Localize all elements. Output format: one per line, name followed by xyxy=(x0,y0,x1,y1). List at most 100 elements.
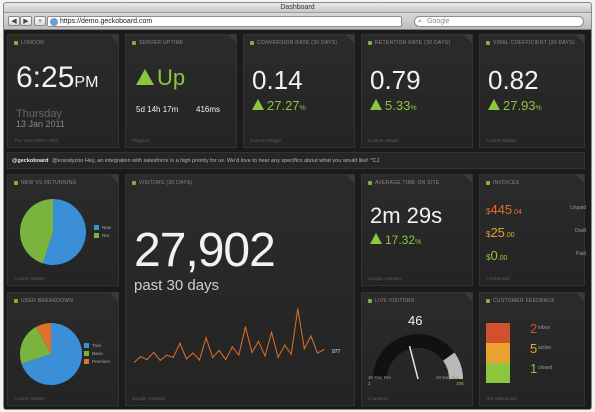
feedback-bar-closed xyxy=(486,362,510,383)
feedback-count-closed: 1 xyxy=(530,361,538,376)
visitors-point xyxy=(146,359,148,361)
visitors-point xyxy=(257,340,260,343)
globe-icon xyxy=(50,18,58,26)
visitors-point xyxy=(316,352,319,354)
visitors-point xyxy=(212,356,214,359)
feedback-count-active: 5 xyxy=(530,341,538,356)
clock-day: Thursday xyxy=(16,108,62,120)
retention-change: 5.33% xyxy=(370,98,417,113)
visitors-point xyxy=(185,358,188,360)
widget-title: Server Uptime xyxy=(132,40,184,46)
visitors-point xyxy=(284,344,286,346)
avg-time-value: 2m 29s xyxy=(370,203,443,228)
invoice-row-draft: $25.00 Draft xyxy=(486,225,586,240)
visitors-point xyxy=(231,346,233,348)
gauge-high-band xyxy=(442,352,463,380)
visitors-point xyxy=(297,308,299,310)
widget-footer: Pingdom xyxy=(132,138,150,143)
uptime-status: Up xyxy=(136,65,185,91)
live-visitors-widget: Live Visitors 46 30-Day Min 30-Day Max 2… xyxy=(361,292,473,406)
feedback-stacked-bar xyxy=(486,323,510,383)
visitors-point xyxy=(251,351,253,353)
legend-item-basic: Basic xyxy=(84,351,103,357)
viral-coefficient-widget: Viral Coefficient (30 days) 0.82 27.93% … xyxy=(479,34,585,148)
invoice-row-unpaid: $445.04 Unpaid xyxy=(486,202,586,217)
clock-widget: London 6:25PM Thursday 13 Jan 2011 The T… xyxy=(7,34,119,148)
legend-item-trial: Trial xyxy=(84,343,101,349)
window-title: Dashboard xyxy=(4,3,591,13)
widget-title: Live Visitors xyxy=(368,298,414,304)
user-breakdown-slice-trial xyxy=(21,323,82,385)
conversion-rate-widget: Conversion Rate (30 days) 0.14 27.27% Cu… xyxy=(243,34,355,148)
twitter-ticker: @geckoboard @erandyzoo Hey, an integrati… xyxy=(7,152,585,169)
feedback-count-inbox: 2 xyxy=(530,321,538,336)
visitors-point xyxy=(172,356,174,359)
visitors-point xyxy=(179,342,181,344)
visitors-point xyxy=(310,335,312,337)
clock-time: 6:25PM xyxy=(16,61,99,94)
legend-item-premium: Premium xyxy=(84,359,110,365)
visitors-widget: Visitors (30 days) 27,902 past 30 days 9… xyxy=(125,174,355,406)
visitors-point xyxy=(139,356,142,358)
gauge-min-value: 2 xyxy=(368,381,371,386)
visitors-point xyxy=(192,352,194,354)
visitors-subtitle: past 30 days xyxy=(134,277,220,294)
feedback-label-inbox: inbox xyxy=(538,325,550,331)
feedback-bar-inbox xyxy=(486,323,510,343)
widget-footer: Chartbeat xyxy=(368,396,388,401)
user-breakdown-slice-premium xyxy=(36,323,51,354)
up-arrow-icon xyxy=(488,99,500,110)
visitors-point xyxy=(290,353,292,355)
avg-time-change: 17.32% xyxy=(370,233,421,247)
feedback-label-closed: closed xyxy=(538,365,553,371)
visitors-point xyxy=(270,331,273,333)
widget-footer: Google Analytics xyxy=(132,396,166,401)
conversion-value: 0.14 xyxy=(252,65,303,95)
conversion-change: 27.27% xyxy=(252,98,306,113)
live-visitors-value: 46 xyxy=(408,313,423,328)
user-breakdown-slice-basic xyxy=(19,326,51,364)
visitors-last-value: 977 xyxy=(332,349,341,355)
address-bar[interactable]: https://demo.geckoboard.com ↻ xyxy=(47,16,441,27)
back-button[interactable]: ◀ xyxy=(8,16,20,26)
add-bookmark-button[interactable]: + xyxy=(34,16,46,26)
new-returning-pie-chart xyxy=(19,199,86,265)
invoice-row-paid: $0.00 Paid xyxy=(486,248,586,263)
forward-button[interactable]: ▶ xyxy=(20,16,32,26)
visitors-point xyxy=(153,351,155,353)
search-placeholder: Google xyxy=(427,18,450,25)
ticker-handle[interactable]: @geckoboard xyxy=(12,158,49,164)
feedback-bar-active xyxy=(486,342,510,363)
visitors-point xyxy=(225,359,227,361)
widget-footer: Custom Widget xyxy=(14,276,45,281)
visitors-point xyxy=(323,348,325,351)
url-text: https://demo.geckoboard.com xyxy=(60,18,153,25)
widget-footer: Custom Widget xyxy=(250,138,281,143)
widget-footer: FreshBooks xyxy=(486,276,511,281)
visitors-point xyxy=(264,355,266,357)
legend-item-new: New xyxy=(94,225,111,231)
new-returning-slice-new xyxy=(42,199,86,265)
average-time-widget: Average Time on Site 2m 29s 17.32% Googl… xyxy=(361,174,473,286)
invoices-widget: Invoices $445.04 Unpaid $25.00 Draft $0.… xyxy=(479,174,586,286)
visitors-point xyxy=(303,348,305,350)
widget-title: New vs Returning xyxy=(14,180,77,186)
response-time-value: 416ms xyxy=(196,105,221,114)
up-arrow-icon xyxy=(136,69,154,85)
up-arrow-icon xyxy=(252,99,264,110)
live-visitors-gauge xyxy=(373,334,463,380)
widget-footer: Google Analytics xyxy=(368,276,402,281)
widget-title: Average Time on Site xyxy=(368,180,439,186)
retention-value: 0.79 xyxy=(370,65,421,95)
widget-title: Visitors (30 days) xyxy=(132,180,193,186)
visitors-point xyxy=(238,354,240,356)
widget-footer: Get Satisfaction xyxy=(486,396,518,401)
gauge-min-label: 30-Day Min xyxy=(368,375,392,380)
widget-title: London xyxy=(14,40,44,46)
widget-title: Invoices xyxy=(486,180,519,186)
viral-value: 0.82 xyxy=(488,65,539,95)
search-input[interactable]: ⌕ Google xyxy=(414,16,584,27)
clock-date: 13 Jan 2011 xyxy=(16,119,65,129)
widget-title: Conversion Rate (30 days) xyxy=(250,40,337,46)
ticker-text: @erandyzoo Hey, an integration with sale… xyxy=(52,158,380,164)
